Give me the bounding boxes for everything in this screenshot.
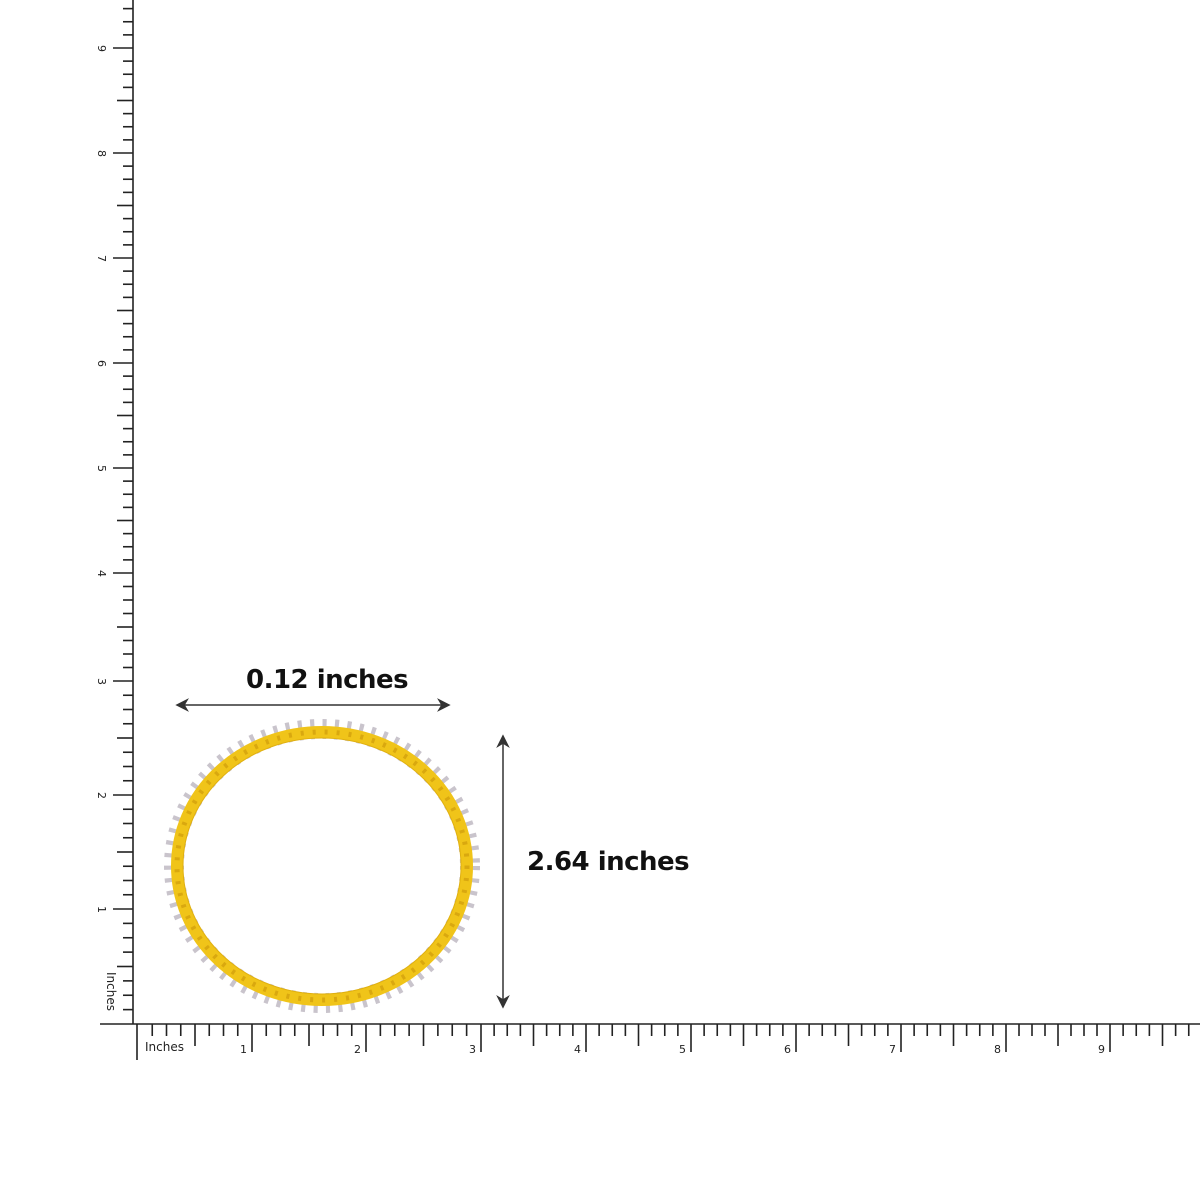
y-tick-label: 9 bbox=[95, 45, 108, 52]
x-tick-label: 1 bbox=[240, 1043, 247, 1056]
y-tick-label: 6 bbox=[95, 360, 108, 367]
height-dimension-label: 2.64 inches bbox=[527, 847, 690, 877]
x-tick-label: 2 bbox=[354, 1043, 361, 1056]
height-arrow bbox=[496, 734, 510, 1009]
y-tick-label: 3 bbox=[95, 678, 108, 685]
width-dimension-label: 0.12 inches bbox=[246, 665, 409, 695]
rulers bbox=[100, 0, 1200, 1060]
y-ruler-unit-label: Inches bbox=[104, 972, 118, 1011]
x-tick-label: 6 bbox=[784, 1043, 791, 1056]
width-arrow bbox=[175, 698, 451, 712]
x-tick-label: 4 bbox=[574, 1043, 581, 1056]
y-tick-label: 4 bbox=[95, 570, 108, 577]
y-tick-label: 5 bbox=[95, 465, 108, 472]
x-tick-label: 8 bbox=[994, 1043, 1001, 1056]
x-ruler-unit-label: Inches bbox=[145, 1040, 184, 1054]
x-tick-label: 5 bbox=[679, 1043, 686, 1056]
x-tick-label: 9 bbox=[1098, 1043, 1105, 1056]
y-tick-label: 8 bbox=[95, 150, 108, 157]
x-tick-label: 3 bbox=[469, 1043, 476, 1056]
bracelet-image bbox=[164, 719, 480, 1013]
y-tick-label: 1 bbox=[95, 906, 108, 913]
y-tick-label: 7 bbox=[95, 255, 108, 262]
x-tick-label: 7 bbox=[889, 1043, 896, 1056]
y-tick-label: 2 bbox=[95, 792, 108, 799]
